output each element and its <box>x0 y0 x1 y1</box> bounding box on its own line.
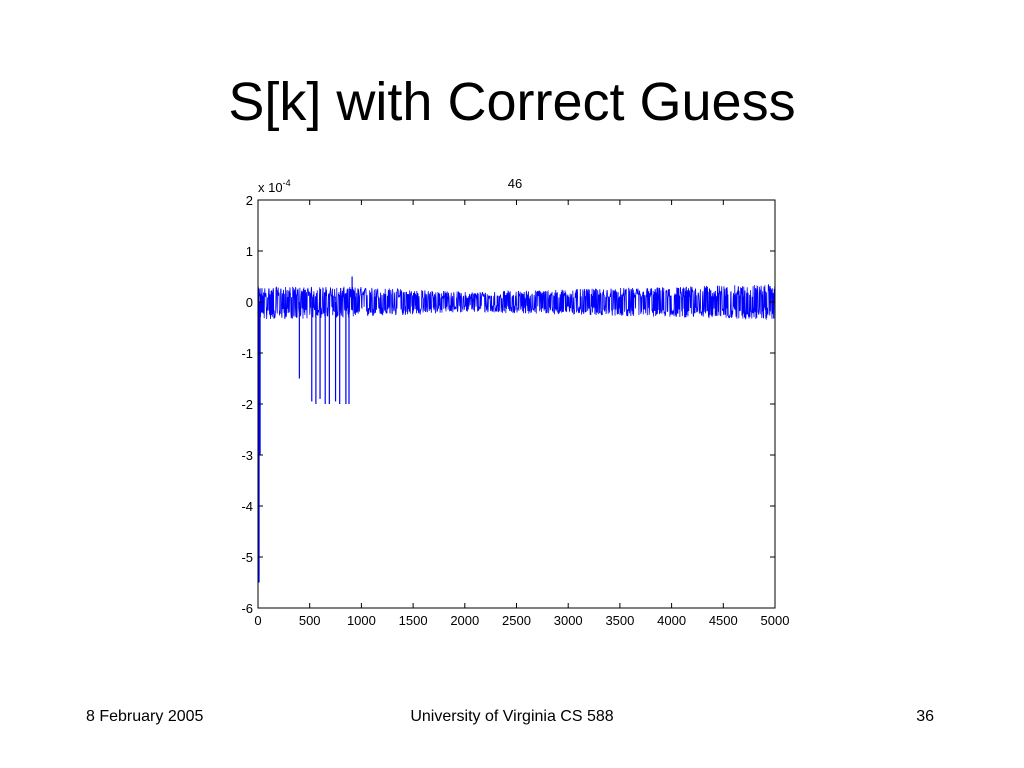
chart-title: 46 <box>508 176 522 191</box>
noise-line <box>257 284 776 321</box>
y-exponent-label: x 10-4 <box>258 178 291 195</box>
x-tick-label: 1500 <box>399 613 428 628</box>
x-tick-label: 5000 <box>761 613 790 628</box>
y-tick-label: -4 <box>241 499 253 514</box>
y-tick-label: -1 <box>241 346 253 361</box>
y-tick-label: -3 <box>241 448 253 463</box>
x-tick-labels: 0 500 1000 1500 2000 2500 3000 3500 4000 4500 5000 <box>254 613 789 628</box>
y-tick-label: -5 <box>241 550 253 565</box>
footer-page-number: 36 <box>916 708 934 725</box>
x-tick-label: 3000 <box>554 613 583 628</box>
x-tick-label: 4000 <box>657 613 686 628</box>
y-tick-label: -6 <box>241 601 253 616</box>
x-tick-label: 2000 <box>450 613 479 628</box>
axes-frame <box>257 199 776 609</box>
x-tick-label: 1000 <box>347 613 376 628</box>
tick-marks <box>257 199 776 609</box>
x-tick-label: 3500 <box>605 613 634 628</box>
y-tick-labels: 2 1 0 -1 -2 -3 -4 -5 -6 <box>241 193 253 616</box>
signal-series <box>257 276 776 583</box>
footer-course: University of Virginia CS 588 <box>410 708 614 725</box>
y-tick-label: 1 <box>246 244 253 259</box>
y-tick-label: 0 <box>246 295 253 310</box>
x-tick-label: 2500 <box>502 613 531 628</box>
slide-title: S[k] with Correct Guess <box>228 72 796 132</box>
plot-area: 0 500 1000 1500 2000 2500 3000 3500 4000 4500 5000… <box>241 176 789 628</box>
x-tick-label: 4500 <box>709 613 738 628</box>
x-tick-label: 500 <box>299 613 321 628</box>
x-tick-label: 0 <box>254 613 261 628</box>
y-tick-label: -2 <box>241 397 253 412</box>
footer-date: 8 February 2005 <box>86 708 204 725</box>
y-tick-label: 2 <box>246 193 253 208</box>
